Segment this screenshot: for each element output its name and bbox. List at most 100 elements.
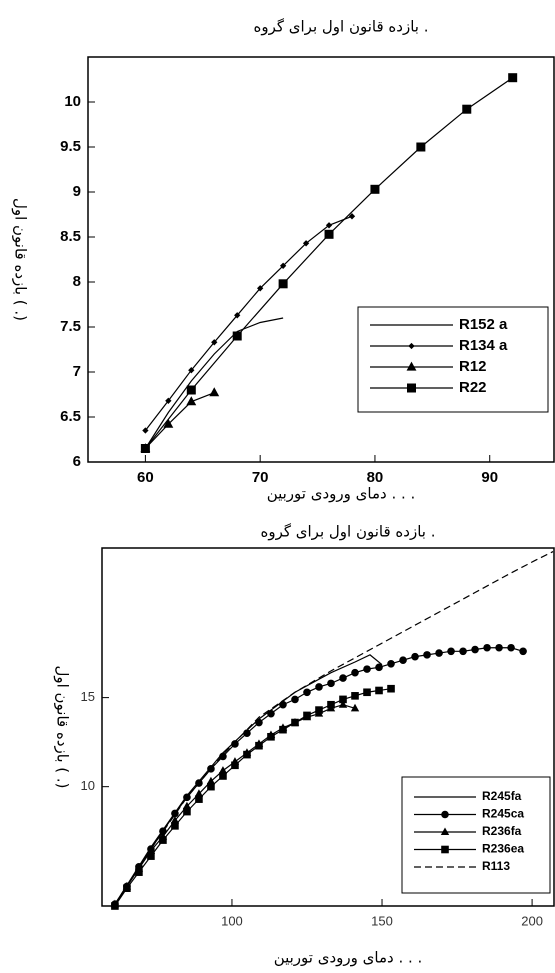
marker [370,184,380,194]
marker [171,822,179,830]
legend-box [401,776,551,894]
x-tick-label: 60 [137,469,154,486]
marker [209,387,220,397]
x-tick-label: 70 [252,469,269,486]
plot-frame [101,547,555,907]
marker [279,725,287,734]
marker [123,884,131,892]
marker [291,695,299,704]
marker [163,418,174,428]
y-tick-label: 10 [64,93,81,110]
marker [441,810,449,819]
marker [135,868,143,876]
marker [408,342,415,350]
legend-label: R236ea [482,842,524,856]
marker [459,647,467,656]
marker [440,827,450,836]
x-axis-label: دمای ورودی توربین . . . [274,949,423,967]
marker [462,104,472,114]
x-tick-label: 100 [221,913,243,928]
marker [351,692,359,700]
marker [147,852,155,860]
plot-frame [87,56,555,463]
marker [146,846,156,854]
legend-label: R12 [459,358,487,375]
marker [507,643,515,652]
series-line [144,392,215,449]
legend-label: R236fa [482,824,522,838]
marker [207,782,215,791]
marker [219,752,227,761]
marker [231,761,239,770]
y-tick-label: 6 [73,453,81,470]
marker [471,645,479,654]
x-axis-label: دمای ورودی توربین . . . [267,485,416,503]
marker [411,652,419,661]
series-line [114,654,383,905]
marker [219,772,227,780]
y-tick-label: 7.5 [60,318,81,335]
marker [406,361,417,371]
x-tick-label: 80 [367,469,384,486]
legend-label: R22 [459,379,487,396]
series-line [144,215,353,431]
marker [255,718,263,727]
marker [351,668,359,677]
marker [435,649,443,657]
y-tick-label: 6.5 [60,408,81,425]
marker [441,845,449,854]
marker [165,397,172,404]
marker [324,229,334,239]
marker [375,663,383,672]
marker [232,331,242,341]
legend-label: R245ca [482,807,524,821]
marker [231,740,239,748]
legend-box [357,306,549,413]
legend-label: R152 a [459,316,508,333]
marker [159,836,167,844]
marker [182,801,192,810]
marker [338,700,348,708]
marker [339,674,347,682]
marker [315,706,323,714]
marker [447,647,455,656]
marker [302,240,310,247]
marker [195,795,203,803]
marker [279,700,287,709]
marker [186,396,197,406]
marker [218,766,228,774]
y-axis-label: بازده قانون اول ( .) [54,665,72,788]
y-tick-label: 7 [73,363,81,380]
marker [255,741,263,750]
marker [243,750,251,759]
marker [315,683,323,691]
marker [495,643,503,652]
marker [508,73,518,83]
marker [267,732,275,741]
marker [387,684,395,693]
x-tick-label: 200 [521,913,543,928]
legend-label: R134 a [459,337,508,354]
legend-label: R113 [482,859,510,873]
marker [375,686,383,695]
marker [183,807,191,816]
marker [483,643,491,652]
marker [519,647,527,656]
series-line [114,688,392,906]
marker [142,427,149,434]
marker [267,709,275,718]
marker [243,729,251,738]
marker [387,659,395,668]
marker [170,815,180,824]
marker [291,718,299,727]
marker [194,789,204,797]
marker [303,711,311,720]
marker [303,688,311,697]
marker [363,665,371,673]
legend-label: R245fa [482,789,522,803]
marker [327,700,335,709]
marker [111,902,119,910]
series-line [114,551,554,905]
marker [278,279,288,289]
